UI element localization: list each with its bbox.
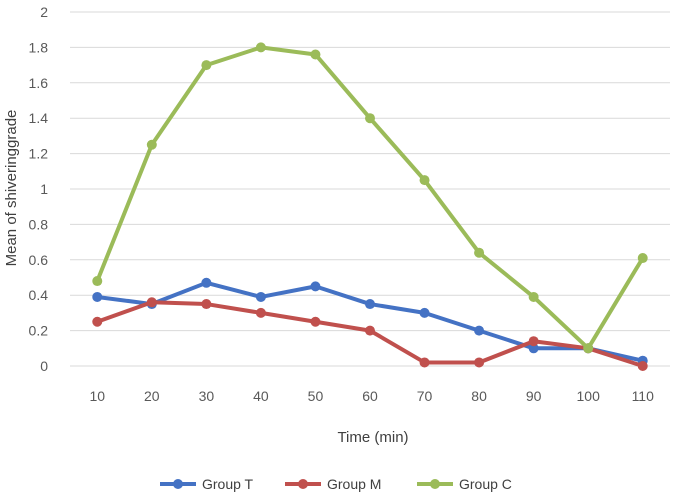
data-point — [474, 357, 485, 368]
data-point — [419, 175, 430, 186]
data-point — [365, 325, 375, 336]
x-tick-label: 90 — [526, 388, 542, 404]
legend-swatch-marker — [298, 479, 308, 489]
x-tick-label: 80 — [471, 388, 487, 404]
data-point — [146, 139, 157, 150]
gridlines — [70, 11, 670, 367]
y-tick-label: 0.4 — [29, 287, 49, 303]
legend-entry: Group T — [160, 476, 254, 492]
x-tick-label: 100 — [577, 388, 601, 404]
y-tick-label: 1.8 — [29, 39, 49, 55]
data-point — [255, 291, 266, 302]
data-point — [310, 49, 321, 60]
series-group-m — [92, 297, 648, 371]
x-tick-label: 70 — [417, 388, 433, 404]
y-tick-label: 1.6 — [29, 75, 49, 91]
data-point — [637, 361, 648, 371]
y-tick-label: 0.2 — [29, 323, 49, 339]
legend-entry: Group C — [417, 476, 512, 492]
data-point — [92, 276, 103, 287]
data-point — [419, 307, 430, 318]
data-point — [201, 277, 212, 288]
data-point — [474, 325, 485, 336]
legend-swatch-marker — [173, 479, 183, 489]
data-point — [528, 343, 539, 354]
y-tick-label: 2 — [40, 4, 48, 20]
data-point — [146, 297, 157, 308]
y-tick-label: 0.6 — [29, 252, 49, 268]
x-tick-label: 50 — [308, 388, 324, 404]
legend-label: Group C — [459, 476, 512, 492]
x-tick-label: 60 — [362, 388, 378, 404]
x-tick-label: 110 — [632, 388, 655, 404]
data-point — [255, 307, 266, 318]
x-tick-label: 30 — [199, 388, 215, 404]
data-point — [365, 113, 375, 124]
x-tick-label: 10 — [89, 388, 105, 404]
x-tick-label: 40 — [253, 388, 269, 404]
data-point — [201, 299, 212, 310]
legend-swatch-marker — [430, 479, 440, 489]
y-axis-title: Mean of shiveringgrade — [3, 110, 20, 267]
series-layer — [92, 42, 648, 371]
data-point — [365, 299, 375, 310]
y-tick-label: 1.2 — [29, 146, 49, 162]
x-axis-tick-labels: 10 20 30 40 50 60 70 80 90 100 110 — [89, 388, 654, 404]
y-tick-label: 1.4 — [29, 110, 49, 126]
data-point — [310, 316, 321, 327]
y-tick-label: 0.8 — [29, 216, 49, 232]
data-point — [474, 247, 485, 258]
x-axis-title: Time (min) — [337, 429, 408, 446]
data-point — [92, 316, 103, 327]
data-point — [92, 291, 103, 302]
legend: Group T Group M Group C — [160, 476, 512, 492]
series-group-c — [92, 42, 648, 354]
y-tick-label: 0 — [40, 358, 48, 374]
legend-entry: Group M — [285, 476, 381, 492]
data-point — [201, 60, 212, 71]
data-point — [310, 281, 321, 292]
y-axis-tick-labels: 0 0.2 0.4 0.6 0.8 1 1.2 1.4 1.6 1.8 2 — [29, 4, 49, 374]
x-tick-label: 20 — [144, 388, 160, 404]
legend-label: Group T — [202, 476, 254, 492]
data-point — [528, 336, 539, 347]
data-point — [528, 291, 539, 302]
data-point — [583, 343, 594, 354]
data-point — [637, 253, 648, 264]
y-tick-label: 1 — [40, 181, 48, 197]
data-point — [419, 357, 430, 368]
data-point — [255, 42, 266, 53]
legend-label: Group M — [327, 476, 381, 492]
series-group-t — [92, 277, 648, 366]
